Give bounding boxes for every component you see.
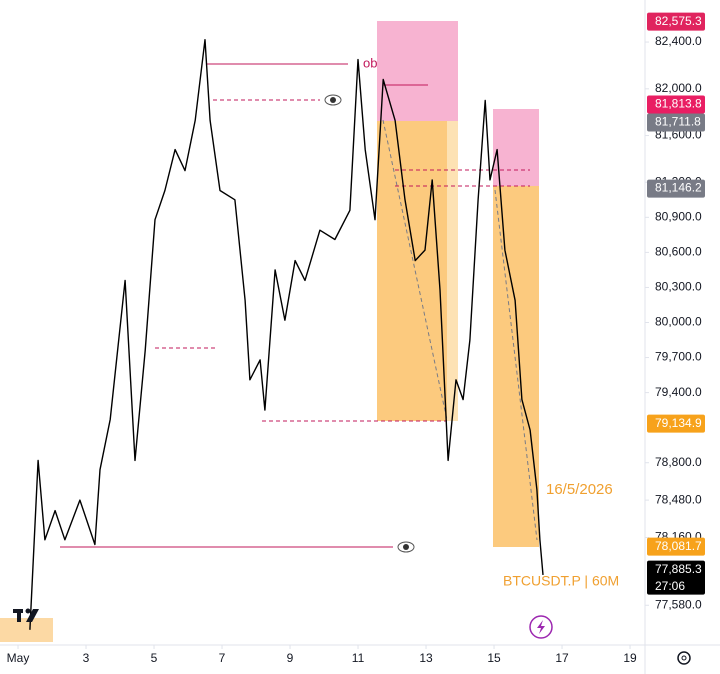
position-zone — [377, 121, 458, 421]
x-tick-label: 7 — [219, 651, 226, 665]
alert-icon[interactable] — [529, 615, 553, 639]
price-label: 81,711.8 — [655, 115, 701, 129]
projection — [382, 119, 448, 421]
x-tick-label: 17 — [555, 651, 569, 665]
x-tick-label: 13 — [419, 651, 433, 665]
projections — [382, 119, 538, 541]
y-tick-label: 79,700.0 — [655, 350, 702, 364]
eye-icon — [397, 541, 415, 553]
x-tick-label: 5 — [151, 651, 158, 665]
annotation: BTCUSDT.P | 60M — [503, 573, 619, 589]
y-tick-label: 79,400.0 — [655, 385, 702, 399]
price-label: 79,134.9 — [655, 416, 702, 430]
price-label: 77,885.3 — [655, 562, 702, 576]
x-tick-label: 15 — [487, 651, 501, 665]
price-line — [29, 39, 544, 630]
y-tick-label: 80,900.0 — [655, 210, 702, 224]
supply-zone — [493, 109, 539, 186]
levels — [60, 63, 530, 548]
price-label: 82,575.3 — [655, 14, 702, 28]
price-label-bg — [647, 537, 705, 556]
annotation: ob — [363, 55, 377, 70]
y-tick-label: 82,000.0 — [655, 81, 702, 95]
logo — [13, 608, 39, 622]
x-tick-label: 11 — [352, 651, 365, 665]
x-tick-label: 9 — [287, 651, 294, 665]
y-tick-label: 80,600.0 — [655, 245, 702, 259]
annotation: 16/5/2026 — [546, 481, 613, 498]
price-label-bg — [647, 95, 705, 114]
settings-icon[interactable] — [677, 651, 691, 665]
supply-zone — [377, 21, 458, 121]
x-tick-label: 3 — [83, 651, 90, 665]
position-zone-edge — [447, 121, 458, 421]
y-tick-label: 80,000.0 — [655, 315, 702, 329]
x-tick-label: May — [7, 651, 30, 665]
price-label-bg — [647, 12, 705, 31]
price-label: 78,081.7 — [655, 539, 702, 553]
price-label-bg — [647, 179, 705, 198]
y-tick-label: 78,800.0 — [655, 455, 702, 469]
projection — [494, 189, 538, 541]
price-label-bg — [647, 560, 705, 595]
y-tick-label: 77,580.0 — [655, 597, 702, 611]
y-tick-label: 78,480.0 — [655, 492, 702, 506]
x-tick-label: 19 — [623, 651, 637, 665]
y-tick-label: 80,300.0 — [655, 280, 702, 294]
price-label: 81,813.8 — [655, 97, 702, 111]
y-tick-label: 82,400.0 — [655, 34, 702, 48]
price-label: 81,146.2 — [655, 181, 702, 195]
price-label-bg — [647, 414, 705, 433]
price-label-bg — [647, 113, 705, 132]
eye-icon — [324, 94, 342, 106]
countdown: 27:06 — [655, 579, 685, 593]
